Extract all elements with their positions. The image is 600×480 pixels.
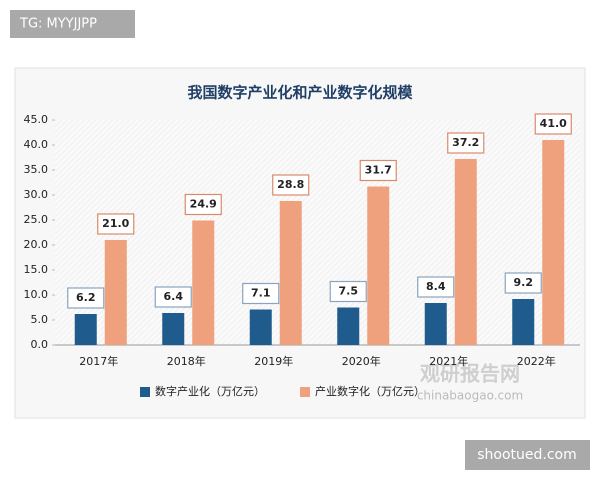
legend-label: 数字产业化（万亿元） (155, 384, 265, 398)
y-tick-label: 5.0 (31, 313, 49, 326)
y-tick-label: 25.0 (24, 213, 49, 226)
watermark-box (465, 440, 590, 470)
bar (337, 307, 360, 345)
data-label: 24.9 (190, 198, 217, 211)
plot-area (55, 120, 580, 345)
bar (512, 299, 535, 345)
data-label: 28.8 (277, 178, 304, 191)
legend-swatch (140, 387, 150, 397)
watermark: 观研报告网 (420, 362, 520, 386)
data-label-box (447, 132, 485, 154)
data-label: 41.0 (540, 117, 567, 130)
y-tick-label: 40.0 (24, 138, 49, 151)
data-label-box (329, 280, 367, 303)
legend-swatch (300, 387, 310, 397)
data-label-box (359, 159, 397, 182)
y-tick-label: 15.0 (24, 263, 49, 276)
bar (249, 309, 272, 345)
y-tick-label: 35.0 (24, 163, 49, 176)
watermark-box (10, 10, 135, 38)
data-label: 7.1 (251, 287, 271, 300)
data-label-box (154, 286, 192, 308)
bar (454, 159, 477, 345)
y-tick-label: 20.0 (24, 238, 49, 251)
bar (192, 220, 215, 345)
data-label-box (272, 174, 310, 196)
y-tick-label: 45.0 (24, 113, 49, 126)
x-tick-label: 2019年 (254, 354, 293, 368)
data-label-box (97, 213, 135, 235)
watermark: shootued.com (477, 447, 577, 463)
bar (367, 186, 390, 345)
x-tick-label: 2021年 (429, 354, 468, 368)
y-tick-label: 0.0 (31, 338, 49, 351)
watermark: chinabaogao.com (417, 389, 523, 403)
data-label-box (67, 287, 105, 309)
data-label: 37.2 (452, 136, 479, 149)
data-label-box (242, 282, 280, 305)
bar (74, 314, 97, 345)
bar (162, 313, 185, 345)
data-label: 9.2 (514, 276, 534, 289)
data-label-box (417, 276, 455, 298)
bar (104, 240, 127, 345)
data-label: 8.4 (426, 280, 446, 293)
watermark: TG: MYYJJPP (19, 17, 97, 32)
y-tick-label: 10.0 (24, 288, 49, 301)
x-tick-label: 2018年 (167, 354, 206, 368)
legend-label: 产业数字化（万亿元） (315, 384, 425, 398)
x-tick-label: 2020年 (342, 354, 381, 368)
data-label-box (534, 113, 572, 135)
y-tick-label: 30.0 (24, 188, 49, 201)
data-label: 6.2 (76, 291, 96, 304)
x-tick-label: 2022年 (517, 354, 556, 368)
bar (279, 201, 302, 345)
bar (424, 303, 447, 345)
chart-title: 我国数字产业化和产业数字化规模 (187, 84, 413, 102)
data-label-box (504, 272, 542, 294)
data-label: 6.4 (164, 290, 184, 303)
x-tick-label: 2017年 (79, 354, 118, 368)
data-label: 31.7 (365, 164, 392, 177)
data-label-box (184, 193, 222, 216)
data-label: 21.0 (102, 217, 129, 230)
bar (542, 140, 565, 345)
data-label: 7.5 (339, 285, 359, 298)
